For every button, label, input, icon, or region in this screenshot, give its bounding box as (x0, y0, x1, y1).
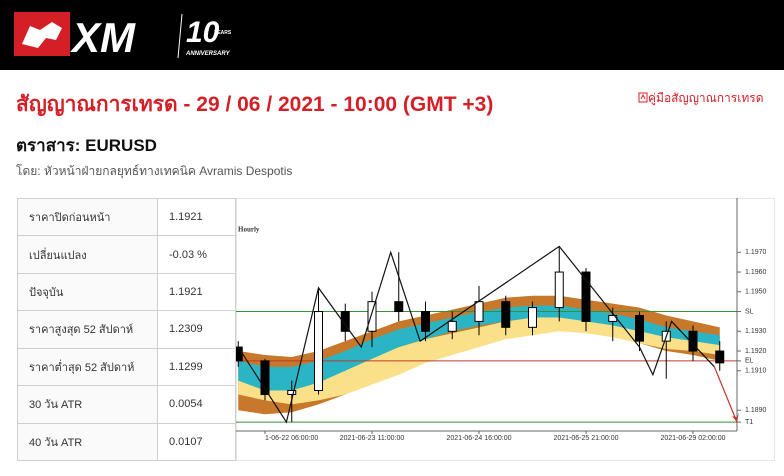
candle-body (715, 350, 725, 364)
row-label: ราคาปิดก่อนหน้า (17, 197, 158, 237)
candle-body (635, 314, 644, 342)
candle-body (287, 390, 297, 395)
zigzag-line (237, 245, 715, 424)
row-label: 30 วัน ATR (17, 385, 158, 424)
row-value: 1.1921 (157, 197, 236, 237)
row-label: 40 วัน ATR (17, 422, 158, 462)
candle-body (340, 311, 350, 332)
pdf-icon (638, 92, 648, 103)
candle-body (314, 311, 323, 392)
anniversary-number: 10 (186, 16, 220, 49)
candle-body (554, 271, 564, 309)
row-label: ราคาต่ำสุด 52 สัปดาห์ (17, 347, 158, 387)
row-label: ปัจจุบัน (17, 272, 158, 312)
y-tick-label: 1.1930 (745, 328, 767, 335)
candle-body (474, 301, 484, 322)
candle-body (501, 301, 511, 328)
target-arrowhead (732, 412, 739, 423)
guide-link[interactable]: คู่มือสัญญาณการเทรด (638, 89, 764, 108)
candle-body (581, 271, 591, 322)
table-row: ราคาต่ำสุด 52 สัปดาห์ 1.1299 (17, 347, 236, 387)
logo-text: XM (70, 14, 136, 61)
table-row: 30 วัน ATR 0.0054 (17, 385, 236, 424)
y-tick-label: 1.1910 (745, 368, 767, 375)
y-tick-label: 1.1950 (745, 289, 767, 296)
level-label: SL (745, 308, 754, 315)
row-value: 1.1299 (157, 347, 236, 387)
anniversary-text: ANNIVERSARY (185, 51, 231, 57)
x-tick-label: 2021-06-24 16:00:00 (447, 435, 512, 442)
y-tick-label: 1.1960 (745, 269, 767, 276)
indicator-band (238, 315, 720, 405)
x-tick-label: 2021-06-29 02:00:00 (661, 435, 726, 442)
candle-body (394, 301, 404, 313)
plot-area (236, 245, 737, 424)
y-tick-label: 1.1890 (745, 407, 767, 414)
row-value: 0.0107 (157, 422, 236, 462)
table-row: 40 วัน ATR 0.0107 (17, 422, 236, 462)
row-value: -0.03 % (157, 235, 236, 274)
table-row: ราคาสูงสุด 52 สัปดาห์ 1.2309 (17, 310, 236, 349)
table-row: ปัจจุบัน 1.1921 (17, 272, 236, 312)
level-label: T1 (745, 419, 753, 426)
table-row: เปลี่ยนแปลง -0.03 % (17, 235, 236, 274)
y-tick-label: 1.1920 (745, 348, 767, 355)
row-value: 1.2309 (157, 310, 236, 349)
table-row: ราคาปิดก่อนหน้า 1.1921 (17, 197, 236, 237)
candle-body (688, 330, 698, 352)
page-title: สัญญาณการเทรด - 29 / 06 / 2021 - 10:00 (… (16, 93, 494, 116)
x-tick-label: 2021-06-23 11:00:00 (340, 435, 405, 442)
candle-body (367, 301, 377, 332)
guide-link-text[interactable]: คู่มือสัญญาณการเทรด (648, 91, 764, 105)
row-label: ราคาสูงสุด 52 สัปดาห์ (17, 310, 158, 349)
level-label: EL (745, 358, 754, 365)
header: XM 10 YEARS ANNIVERSARY (0, 0, 784, 70)
anniversary-years: YEARS (214, 30, 232, 36)
instrument: ตราสาร: EURUSD (16, 136, 157, 155)
candle-body (447, 320, 457, 332)
target-arrow (713, 366, 738, 423)
row-value: 0.0054 (157, 385, 236, 424)
y-tick-label: 1.1970 (745, 249, 767, 256)
chart-title: Hourly (238, 226, 260, 234)
candle-body (528, 307, 537, 328)
row-label: เปลี่ยนแปลง (17, 235, 158, 274)
row-value: 1.1921 (157, 272, 236, 312)
logo-bull (22, 22, 62, 48)
x-tick-label: 1-06-22 06:00:00 (265, 435, 318, 442)
logo-divider (177, 13, 183, 59)
logo: XM 10 YEARS ANNIVERSARY (14, 12, 232, 61)
author: โดย: หัวหน้าฝ่ายกลยุทธ์ทางเทคนิค Avramis… (16, 164, 293, 178)
candle-body (421, 311, 430, 332)
x-tick-label: 2021-06-25 21:00:00 (554, 435, 619, 442)
candle-body (260, 360, 270, 395)
chart: Hourly SL EL T1 1.1970 1.1960 1.1950 1.1930 1.1… (236, 198, 775, 461)
stats-table: ราคาปิดก่อนหน้า 1.1921 เปลี่ยนแปลง -0.03 % ป… (17, 197, 236, 462)
